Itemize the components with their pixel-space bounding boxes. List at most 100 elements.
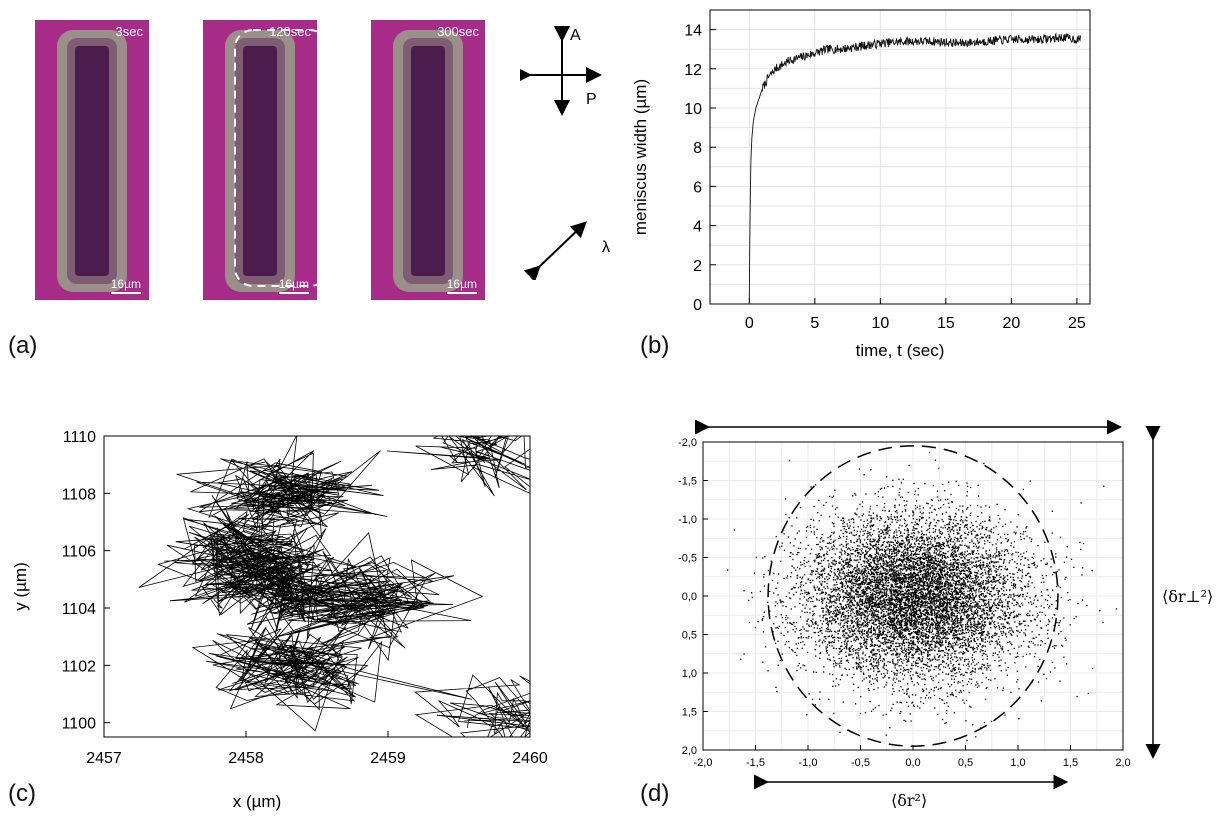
scatter-point — [821, 641, 824, 643]
scatter-point — [1031, 538, 1033, 540]
scatter-point — [908, 602, 910, 604]
scatter-point — [1053, 647, 1056, 649]
scatter-point — [915, 508, 917, 510]
scatter-point — [855, 638, 858, 641]
scatter-point — [981, 681, 983, 684]
scatter-point — [820, 629, 822, 632]
scatter-point — [998, 554, 1001, 556]
scatter-point — [1044, 642, 1046, 645]
scatter-point — [901, 646, 903, 648]
scatter-point — [800, 564, 802, 566]
scatter-point — [943, 562, 945, 564]
scatter-point — [908, 616, 910, 618]
scatter-point — [889, 727, 891, 729]
scatter-point — [1001, 632, 1003, 634]
scatter-point — [940, 631, 942, 633]
scatter-point — [842, 517, 844, 519]
scatter-point — [962, 624, 964, 626]
scatter-point — [927, 576, 929, 578]
scatter-point — [974, 669, 976, 671]
scatter-point — [912, 566, 915, 568]
scatter-point — [790, 551, 792, 554]
scatter-point — [863, 474, 865, 476]
scatter-point — [883, 608, 885, 610]
scatter-point — [997, 603, 999, 605]
scatter-point — [999, 558, 1001, 560]
scatter-point — [1007, 621, 1009, 623]
scatter-point — [858, 648, 860, 650]
scatter-point — [860, 624, 863, 626]
scatter-point — [992, 654, 994, 657]
scatter-point — [946, 571, 949, 573]
scatter-point — [852, 534, 854, 536]
scatter-point — [921, 596, 924, 598]
scatter-point — [883, 529, 885, 531]
scatter-point — [899, 524, 901, 526]
scatter-point — [914, 524, 916, 526]
scatter-point — [761, 618, 764, 620]
scatter-point — [959, 646, 961, 648]
scatter-point — [948, 579, 950, 581]
scatter-point — [782, 601, 785, 603]
scatter-point — [840, 519, 842, 521]
scatter-point — [832, 612, 834, 615]
scatter-point — [912, 510, 914, 512]
scatter-point — [980, 635, 982, 637]
scatter-point — [942, 650, 944, 652]
scatter-point — [862, 577, 864, 579]
scatter-point — [1059, 536, 1062, 538]
scatter-point — [943, 595, 945, 598]
scatter-point — [968, 614, 971, 617]
scatter-point — [956, 566, 958, 569]
scatter-point — [958, 596, 960, 598]
scatter-point — [941, 597, 943, 599]
scatter-point — [953, 598, 955, 600]
scatter-point — [870, 581, 872, 583]
scatter-point — [829, 659, 831, 661]
scatter-point — [898, 611, 900, 613]
scatter-point — [944, 654, 947, 657]
scatter-point — [1011, 602, 1013, 604]
scatter-point — [851, 575, 853, 577]
scatter-point — [899, 496, 902, 498]
scatter-point — [1064, 637, 1066, 639]
scatter-point — [839, 609, 841, 611]
scatter-point — [960, 594, 962, 596]
scatter-point — [931, 622, 933, 624]
scatter-point — [864, 629, 866, 632]
scatter-point — [920, 621, 923, 623]
scatter-point — [940, 590, 942, 592]
scatter-point — [820, 620, 822, 622]
scatter-point — [883, 621, 885, 623]
scatter-point — [931, 537, 933, 539]
scatter-point — [947, 502, 950, 504]
scatter-point — [1047, 629, 1049, 631]
scatter-point — [932, 572, 934, 574]
scatter-point — [869, 539, 871, 541]
scatter-point — [950, 493, 952, 496]
scatter-point — [961, 563, 963, 565]
scatter-point — [919, 562, 921, 564]
scatter-point — [904, 605, 906, 607]
scatter-point — [910, 670, 912, 673]
scatter-point — [857, 571, 859, 574]
scatter-point — [870, 589, 872, 592]
scatter-point — [964, 605, 966, 607]
scatter-point — [849, 587, 851, 590]
scatter-point — [1002, 575, 1005, 577]
scatter-point — [934, 582, 936, 585]
scatter-point — [959, 674, 962, 676]
scatter-point — [917, 558, 919, 560]
scatter-point — [992, 576, 994, 578]
scatter-point — [983, 600, 985, 602]
scatter-point — [988, 666, 990, 669]
scatter-point — [881, 602, 883, 604]
scatter-point — [936, 598, 938, 600]
scatter-point — [925, 595, 927, 597]
scatter-point — [893, 565, 895, 567]
scatter-point — [945, 631, 948, 633]
scatter-point — [869, 660, 871, 663]
scatter-point — [961, 680, 964, 682]
y-tick-label: 1102 — [62, 658, 97, 675]
scatter-point — [947, 583, 950, 585]
